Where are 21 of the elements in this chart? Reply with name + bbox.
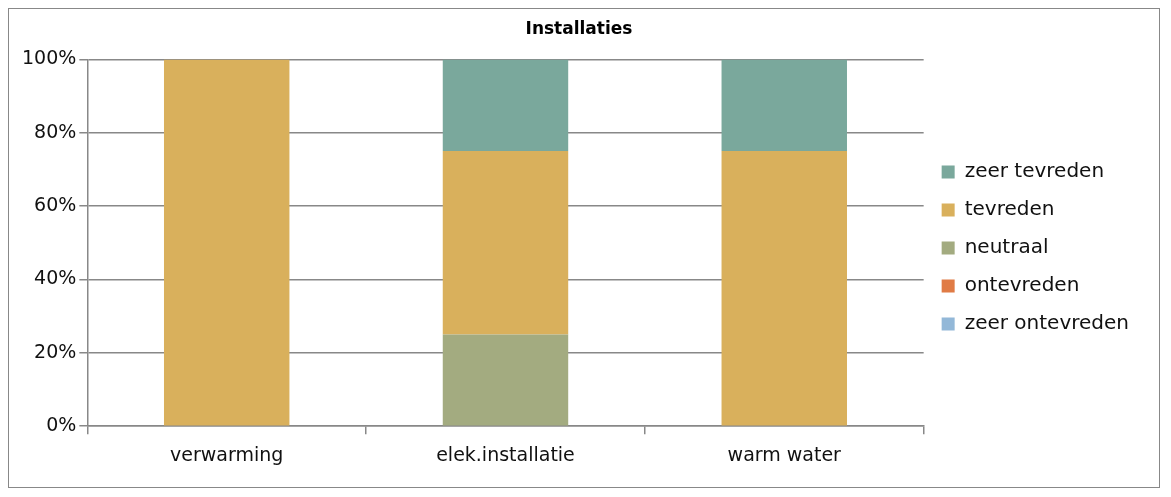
bar (721, 151, 847, 426)
x-tick-label: elek.installatie (436, 442, 575, 465)
x-tick-label: warm water (727, 442, 842, 465)
y-tick-label: 60% (34, 193, 77, 216)
legend-label: ontevreden (964, 272, 1080, 297)
bar (442, 151, 569, 335)
y-tick-label: 0% (46, 413, 77, 436)
legend-label: zeer ontevreden (964, 310, 1130, 335)
y-tick-label: 100% (21, 46, 77, 69)
legend-label: zeer tevreden (964, 158, 1105, 183)
bar (163, 59, 290, 426)
bar (721, 59, 847, 152)
y-tick-label: 40% (34, 266, 77, 289)
y-tick-label: 80% (34, 119, 77, 142)
chart-title: Installaties (525, 17, 633, 38)
x-tick-label: verwarming (170, 442, 284, 465)
legend-label: neutraal (964, 234, 1049, 259)
y-tick-label: 20% (34, 339, 77, 362)
legend-label: tevreden (964, 196, 1055, 221)
bar (442, 59, 569, 152)
bar (442, 334, 569, 426)
